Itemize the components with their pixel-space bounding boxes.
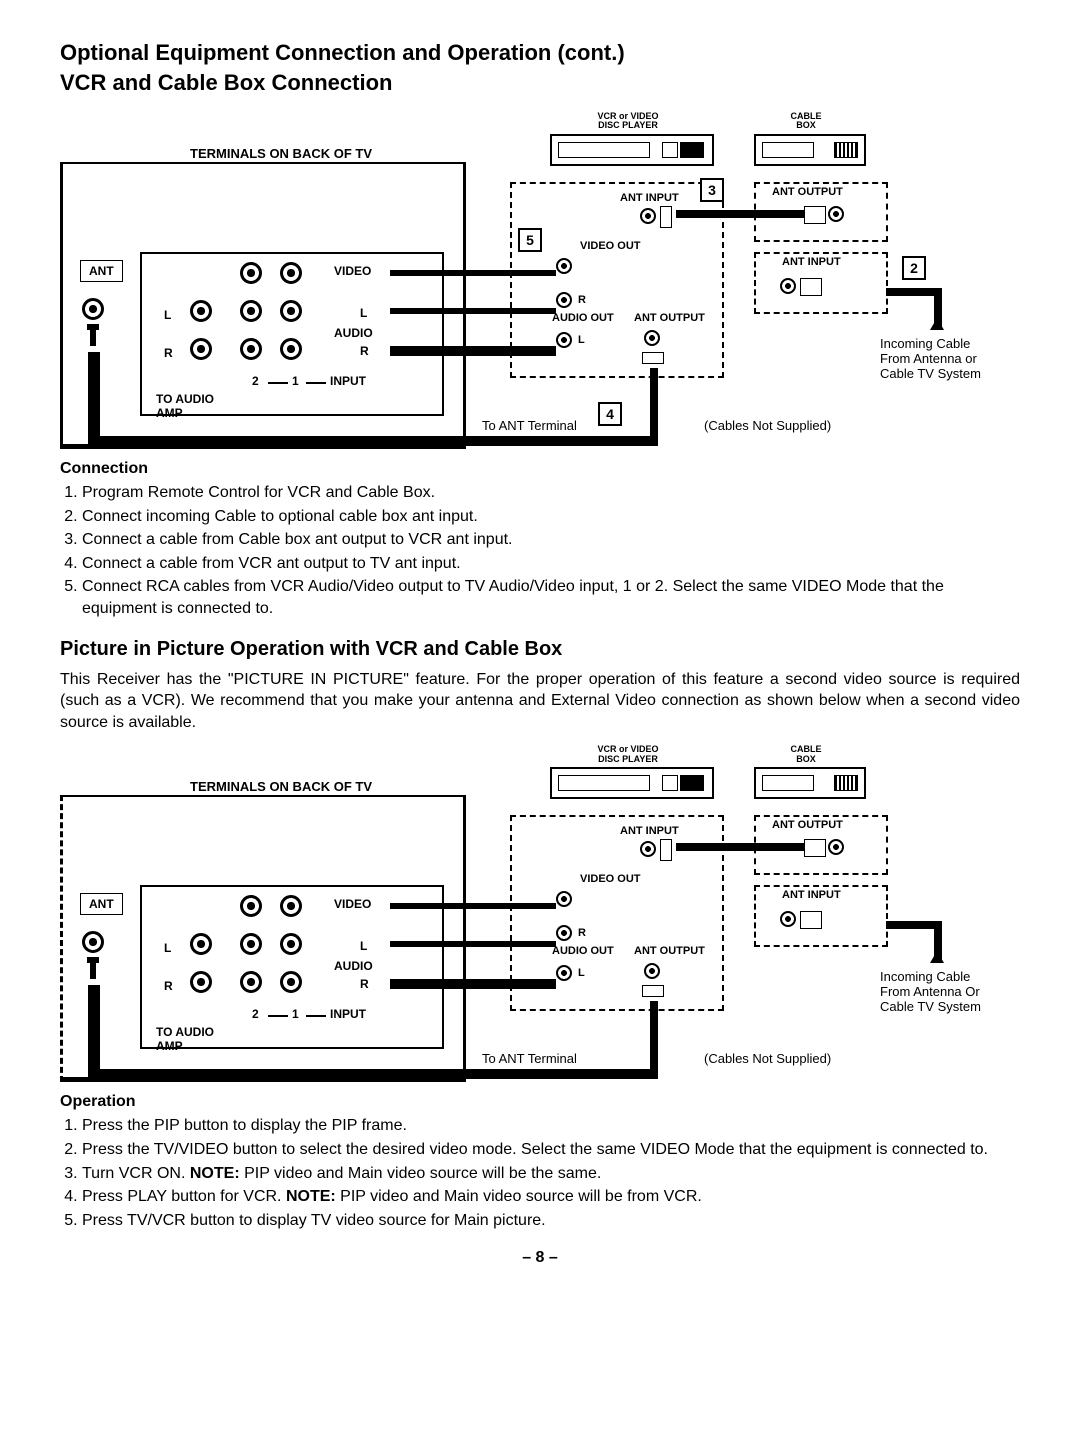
label-antin-cb: ANT INPUT <box>782 256 841 268</box>
label-ant-tv-2: ANT <box>80 893 123 915</box>
label-n1: 1 <box>292 374 299 388</box>
list-item: Connect a cable from Cable box ant outpu… <box>82 529 1020 551</box>
label-audio: AUDIO <box>334 326 373 340</box>
numbox-5: 5 <box>518 228 542 252</box>
label-vcr-2: VCR or VIDEO DISC PLAYER <box>568 745 688 764</box>
label-ant-tv: ANT <box>80 260 123 282</box>
page-title-1: Optional Equipment Connection and Operat… <box>60 40 1020 66</box>
pip-intro: This Receiver has the "PICTURE IN PICTUR… <box>60 669 1020 734</box>
list-item: Press PLAY button for VCR. NOTE: PIP vid… <box>82 1186 1020 1208</box>
label-cablebox-2: CABLE BOX <box>766 745 846 764</box>
page-title-3: Picture in Picture Operation with VCR an… <box>60 638 1020 661</box>
label-to-ant: To ANT Terminal <box>482 418 577 433</box>
diagram-2: VCR or VIDEO DISC PLAYER CABLE BOX TERMI… <box>60 745 1000 1085</box>
cablebox-device <box>754 134 866 166</box>
list-item: Connect a cable from VCR ant output to T… <box>82 553 1020 575</box>
label-video-2: VIDEO <box>334 897 371 911</box>
label-cablebox: CABLE BOX <box>766 112 846 131</box>
label-antin-vcr: ANT INPUT <box>620 192 679 204</box>
label-toamp: TO AUDIO AMP <box>156 392 214 420</box>
diagram-1: VCR or VIDEO DISC PLAYER CABLE BOX TERMI… <box>60 112 1000 452</box>
label-L: L <box>164 308 171 322</box>
connection-list: Program Remote Control for VCR and Cable… <box>60 482 1020 620</box>
numbox-4: 4 <box>598 402 622 426</box>
label-L2: L <box>360 306 367 320</box>
numbox-3: 3 <box>700 178 724 202</box>
label-R-vcr: R <box>578 294 586 306</box>
list-item: Press the TV/VIDEO button to select the … <box>82 1139 1020 1161</box>
numbox-2: 2 <box>902 256 926 280</box>
label-antout-vcr: ANT OUTPUT <box>634 312 705 324</box>
label-videoout: VIDEO OUT <box>580 240 641 252</box>
page-number: – 8 – <box>60 1249 1020 1267</box>
subheading-operation: Operation <box>60 1093 1020 1111</box>
jack-ant <box>82 298 104 320</box>
label-vcr: VCR or VIDEO DISC PLAYER <box>568 112 688 131</box>
label-input: INPUT <box>330 374 366 388</box>
label-not-supplied: (Cables Not Supplied) <box>704 418 831 433</box>
label-antout-cb: ANT OUTPUT <box>772 186 843 198</box>
list-item: Press TV/VCR button to display TV video … <box>82 1210 1020 1232</box>
vcr-device <box>550 134 714 166</box>
list-item: Program Remote Control for VCR and Cable… <box>82 482 1020 504</box>
list-item: Turn VCR ON. NOTE: PIP video and Main vi… <box>82 1163 1020 1185</box>
page-title-2: VCR and Cable Box Connection <box>60 70 1020 96</box>
subheading-connection: Connection <box>60 460 1020 478</box>
label-incoming-2: Incoming Cable From Antenna Or Cable TV … <box>880 969 981 1014</box>
list-item: Connect incoming Cable to optional cable… <box>82 506 1020 528</box>
label-R2: R <box>360 344 369 358</box>
cablebox-device-2 <box>754 767 866 799</box>
list-item: Connect RCA cables from VCR Audio/Video … <box>82 576 1020 619</box>
label-L-vcr: L <box>578 334 585 346</box>
label-incoming: Incoming Cable From Antenna or Cable TV … <box>880 336 981 381</box>
label-R: R <box>164 346 173 360</box>
label-audioout: AUDIO OUT <box>552 312 614 324</box>
operation-list: Press the PIP button to display the PIP … <box>60 1115 1020 1231</box>
list-item: Press the PIP button to display the PIP … <box>82 1115 1020 1137</box>
label-n2: 2 <box>252 374 259 388</box>
label-video: VIDEO <box>334 264 371 278</box>
vcr-device-2 <box>550 767 714 799</box>
